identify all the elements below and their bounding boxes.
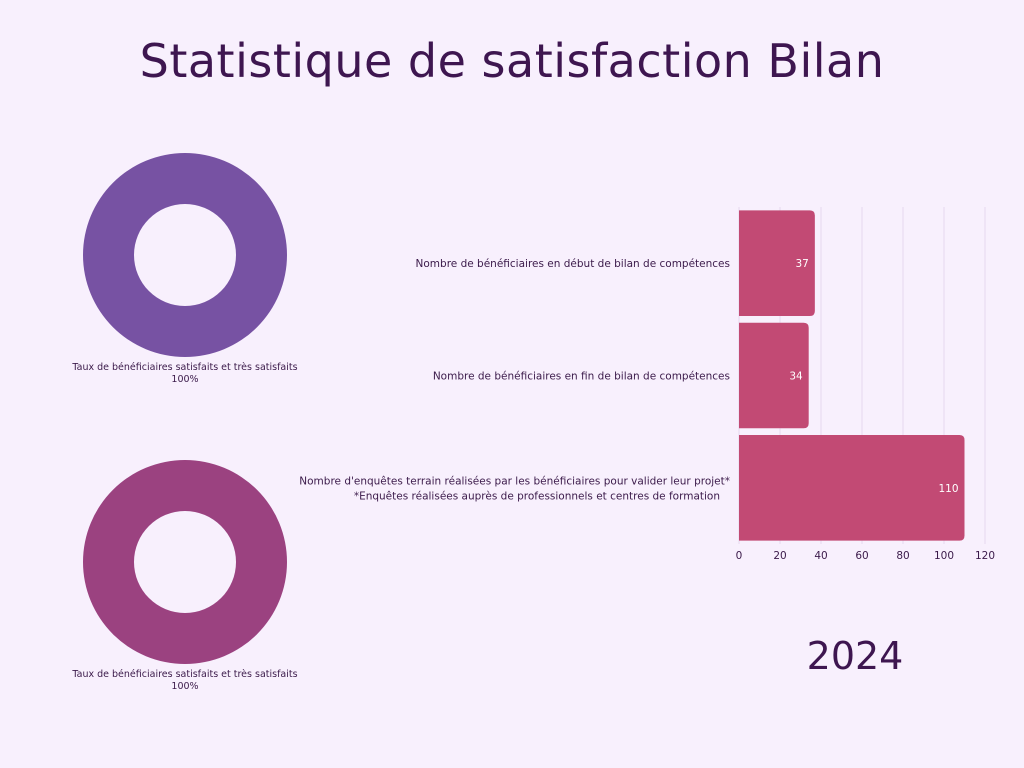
donut-chart-1: Taux de bénéficiaires satisfaits et très… <box>60 152 310 386</box>
donut-1-caption: Taux de bénéficiaires satisfaits et très… <box>60 362 310 386</box>
bar-value-label-1: 34 <box>789 371 803 383</box>
donut-2-slice-0 <box>83 460 287 664</box>
donut-1-svg <box>83 153 287 357</box>
category-label-0-0: Nombre de bénéficiaires en début de bila… <box>416 258 730 270</box>
donut-1-value: 100% <box>171 374 199 385</box>
bar-2 <box>739 435 965 541</box>
x-tick-label-2: 40 <box>814 550 827 562</box>
bar-1 <box>739 322 809 429</box>
donut-2-caption: Taux de bénéficiaires satisfaits et très… <box>60 669 310 693</box>
x-tick-label-4: 80 <box>896 550 909 562</box>
category-label-1-0: Nombre de bénéficiaires en fin de bilan … <box>433 371 730 383</box>
donut-2-label: Taux de bénéficiaires satisfaits et très… <box>72 669 298 680</box>
x-tick-label-3: 60 <box>855 550 868 562</box>
donut-1-slice-0 <box>83 153 287 357</box>
bar-value-label-0: 37 <box>795 258 808 270</box>
x-tick-label-0: 0 <box>736 550 743 562</box>
donut-2-value: 100% <box>171 681 199 692</box>
x-tick-label-1: 20 <box>773 550 786 562</box>
x-tick-label-5: 100 <box>934 550 954 562</box>
category-label-2-0: Nombre d'enquêtes terrain réalisées par … <box>299 475 730 487</box>
x-tick-label-6: 120 <box>975 550 995 562</box>
bar-0 <box>739 210 815 316</box>
category-label-2-1: *Enquêtes réalisées auprès de profession… <box>354 490 720 502</box>
donut-chart-2: Taux de bénéficiaires satisfaits et très… <box>60 459 310 693</box>
bar-chart: 37 Nombre de bénéficiaires en début de bi… <box>299 207 995 562</box>
donut-1-label: Taux de bénéficiaires satisfaits et très… <box>72 362 298 373</box>
donut-2-svg <box>83 460 287 664</box>
bar-value-label-2: 110 <box>938 483 958 495</box>
page-title: Statistique de satisfaction Bilan <box>139 34 885 88</box>
year-label: 2024 <box>806 634 904 678</box>
